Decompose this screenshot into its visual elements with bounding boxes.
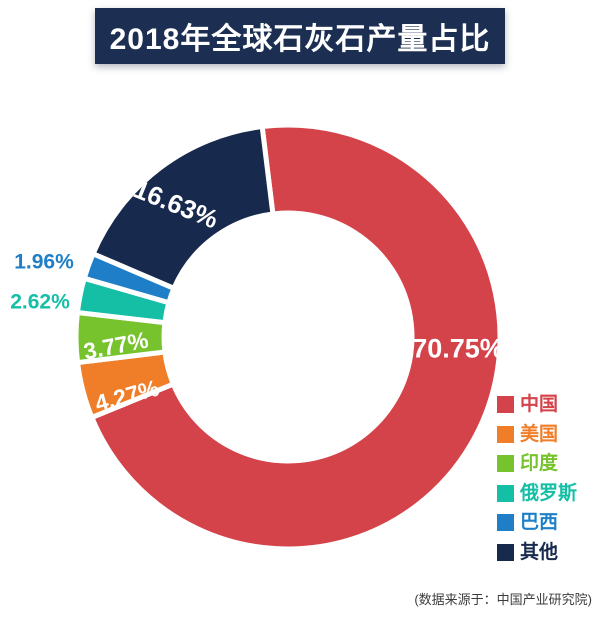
chart-title: 2018年全球石灰石产量占比: [109, 23, 491, 56]
legend-swatch-usa: [497, 425, 514, 443]
chart-legend: 中国美国印度俄罗斯巴西其他: [497, 390, 577, 567]
pie-slice-others: [89, 123, 276, 292]
legend-swatch-brazil: [497, 514, 514, 532]
slice-label-russia: 2.62%: [10, 290, 70, 314]
legend-item-others: 其他: [497, 538, 577, 568]
slice-label-china: 70.75%: [412, 333, 504, 364]
legend-item-china: 中国: [497, 390, 577, 420]
legend-swatch-others: [497, 543, 514, 561]
slice-label-brazil: 1.96%: [14, 250, 74, 274]
legend-label-others: 其他: [520, 541, 559, 563]
chart-title-banner: 2018年全球石灰石产量占比: [95, 8, 505, 64]
legend-item-brazil: 巴西: [497, 508, 577, 538]
legend-label-brazil: 巴西: [520, 512, 559, 534]
legend-item-india: 印度: [497, 449, 577, 479]
legend-label-usa: 美国: [520, 423, 559, 445]
legend-swatch-india: [497, 455, 514, 473]
legend-label-russia: 俄罗斯: [520, 482, 578, 504]
data-source-note: (数据来源于：中国产业研究院): [414, 592, 592, 607]
legend-label-china: 中国: [520, 394, 559, 416]
legend-label-india: 印度: [520, 453, 559, 475]
legend-swatch-china: [497, 396, 514, 414]
pie-slice-china: [88, 122, 503, 552]
legend-item-russia: 俄罗斯: [497, 479, 577, 509]
legend-swatch-russia: [497, 484, 514, 502]
legend-item-usa: 美国: [497, 420, 577, 450]
